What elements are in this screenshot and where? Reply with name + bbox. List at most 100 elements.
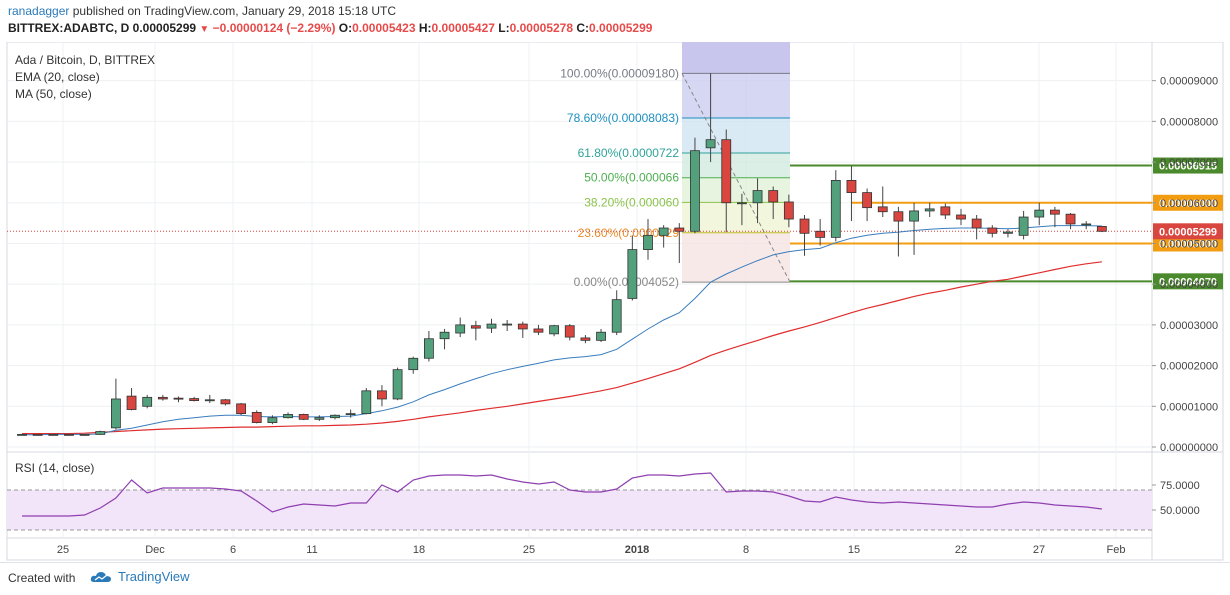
candle: [877, 186, 888, 218]
candle-body: [674, 227, 685, 232]
fib-level-label: 0.00%(0.00004052): [574, 275, 679, 289]
candle-body: [940, 206, 951, 216]
candle: [549, 324, 559, 337]
time-tick-label: 15: [848, 544, 860, 556]
last-price: 0.00005299: [132, 21, 197, 35]
candle: [846, 166, 857, 222]
fib-zone: [682, 232, 790, 283]
candle-body: [95, 431, 106, 435]
fib-level-label: 61.80%(0.0000722: [578, 146, 680, 160]
candle-body: [705, 139, 716, 149]
candle: [940, 203, 951, 220]
main-legend: Ada / Bitcoin, D, BITTREX EMA (20, close…: [15, 53, 155, 475]
candle-body: [517, 323, 528, 330]
horizontal-levels[interactable]: 0.00006915 0.00006000 0.00005000 0.00004070…: [7, 157, 1223, 290]
down-arrow-icon: ▼: [199, 24, 210, 35]
candle: [111, 378, 121, 430]
candle: [893, 206, 904, 257]
candle: [408, 356, 419, 374]
tradingview-link[interactable]: TradingView: [90, 569, 190, 584]
time-tick-label: 2018: [625, 544, 649, 556]
candle: [439, 328, 450, 350]
candle-body: [173, 397, 184, 400]
legend-ema: EMA (20, close): [15, 70, 100, 84]
snapshot-header: ranadagger published on TradingView.com,…: [0, 0, 1230, 42]
candle: [627, 235, 638, 301]
candle-body: [924, 208, 935, 212]
candle-body: [470, 325, 481, 329]
candle: [752, 178, 763, 224]
candle-body: [987, 227, 998, 234]
open-label: O:: [338, 21, 353, 35]
author-link[interactable]: ranadagger: [8, 4, 70, 18]
candle-body: [267, 417, 278, 423]
candle: [1018, 210, 1029, 240]
fib-level-label: 23.60%(0.0000529: [578, 226, 680, 240]
level-price-label: 0.00005000: [1159, 238, 1217, 250]
candle-body: [877, 206, 888, 213]
price-tick-label: 0.00003000: [1160, 320, 1218, 332]
candle-body: [768, 190, 779, 203]
candle: [721, 129, 732, 233]
candle-body: [236, 403, 247, 415]
candle: [361, 387, 372, 415]
candle-body: [1050, 209, 1060, 215]
candle-body: [971, 218, 982, 229]
candle: [236, 403, 247, 416]
candle: [345, 409, 356, 418]
candle-body: [111, 398, 121, 429]
candle-body: [298, 414, 309, 420]
candle: [533, 324, 544, 336]
candle: [173, 396, 184, 403]
candle: [17, 433, 27, 436]
candle-body: [48, 433, 59, 436]
price-tick-label: 0.00008000: [1160, 116, 1218, 128]
candle-body: [283, 414, 293, 419]
high-label: H:: [418, 21, 432, 35]
fib-level-label: 78.60%(0.00008083): [567, 111, 679, 125]
rsi-tick-label: 75.0000: [1160, 480, 1200, 492]
candle-body: [189, 398, 200, 401]
candle: [455, 317, 466, 338]
candle-body: [596, 331, 606, 341]
candle-body: [423, 338, 434, 359]
candle: [95, 430, 106, 435]
level-price-label: 0.00004070: [1159, 276, 1217, 288]
level-price-tag: [1153, 235, 1223, 252]
fib-zone: [682, 73, 790, 118]
candle: [971, 214, 982, 240]
candle-body: [361, 390, 372, 415]
candle-body: [32, 433, 43, 436]
last-price-tag-label: 0.00005299: [1159, 226, 1217, 238]
candle: [330, 414, 340, 420]
fibonacci-retracement[interactable]: 100.00%(0.00009180) 78.60%(0.00008083) 61.…: [560, 42, 791, 289]
fib-level-label: 100.00%(0.00009180): [560, 66, 679, 80]
rsi-line: [22, 472, 1102, 517]
candle: [799, 214, 810, 256]
candle-body: [580, 337, 591, 341]
time-tick-label: 18: [413, 544, 425, 556]
tradingview-brand: TradingView: [118, 569, 190, 584]
candle-body: [783, 201, 794, 220]
price-tick-label: 0.00000000: [1160, 442, 1218, 454]
candle: [580, 335, 591, 344]
close-value: 0.00005299: [589, 21, 653, 35]
candle: [783, 194, 794, 228]
chart-canvas[interactable]: 100.00%(0.00009180) 78.60%(0.00008083) 61.…: [0, 42, 1230, 562]
moving-averages: [22, 225, 1102, 436]
candle: [64, 433, 74, 436]
candle-body: [564, 325, 575, 338]
rsi-pane: 75.0000 50.0000: [7, 472, 1200, 531]
candle-body: [157, 396, 168, 400]
candle-body: [126, 395, 137, 410]
candle-body: [737, 202, 747, 205]
candle-body: [345, 413, 356, 416]
fib-zone: [682, 153, 790, 178]
level-price-tag: [1153, 194, 1223, 211]
candle: [142, 394, 153, 409]
candle-body: [17, 433, 27, 436]
candle-body: [643, 234, 653, 250]
candle-body: [909, 210, 919, 222]
time-tick-label: 25: [523, 544, 535, 556]
candle: [1065, 212, 1076, 230]
